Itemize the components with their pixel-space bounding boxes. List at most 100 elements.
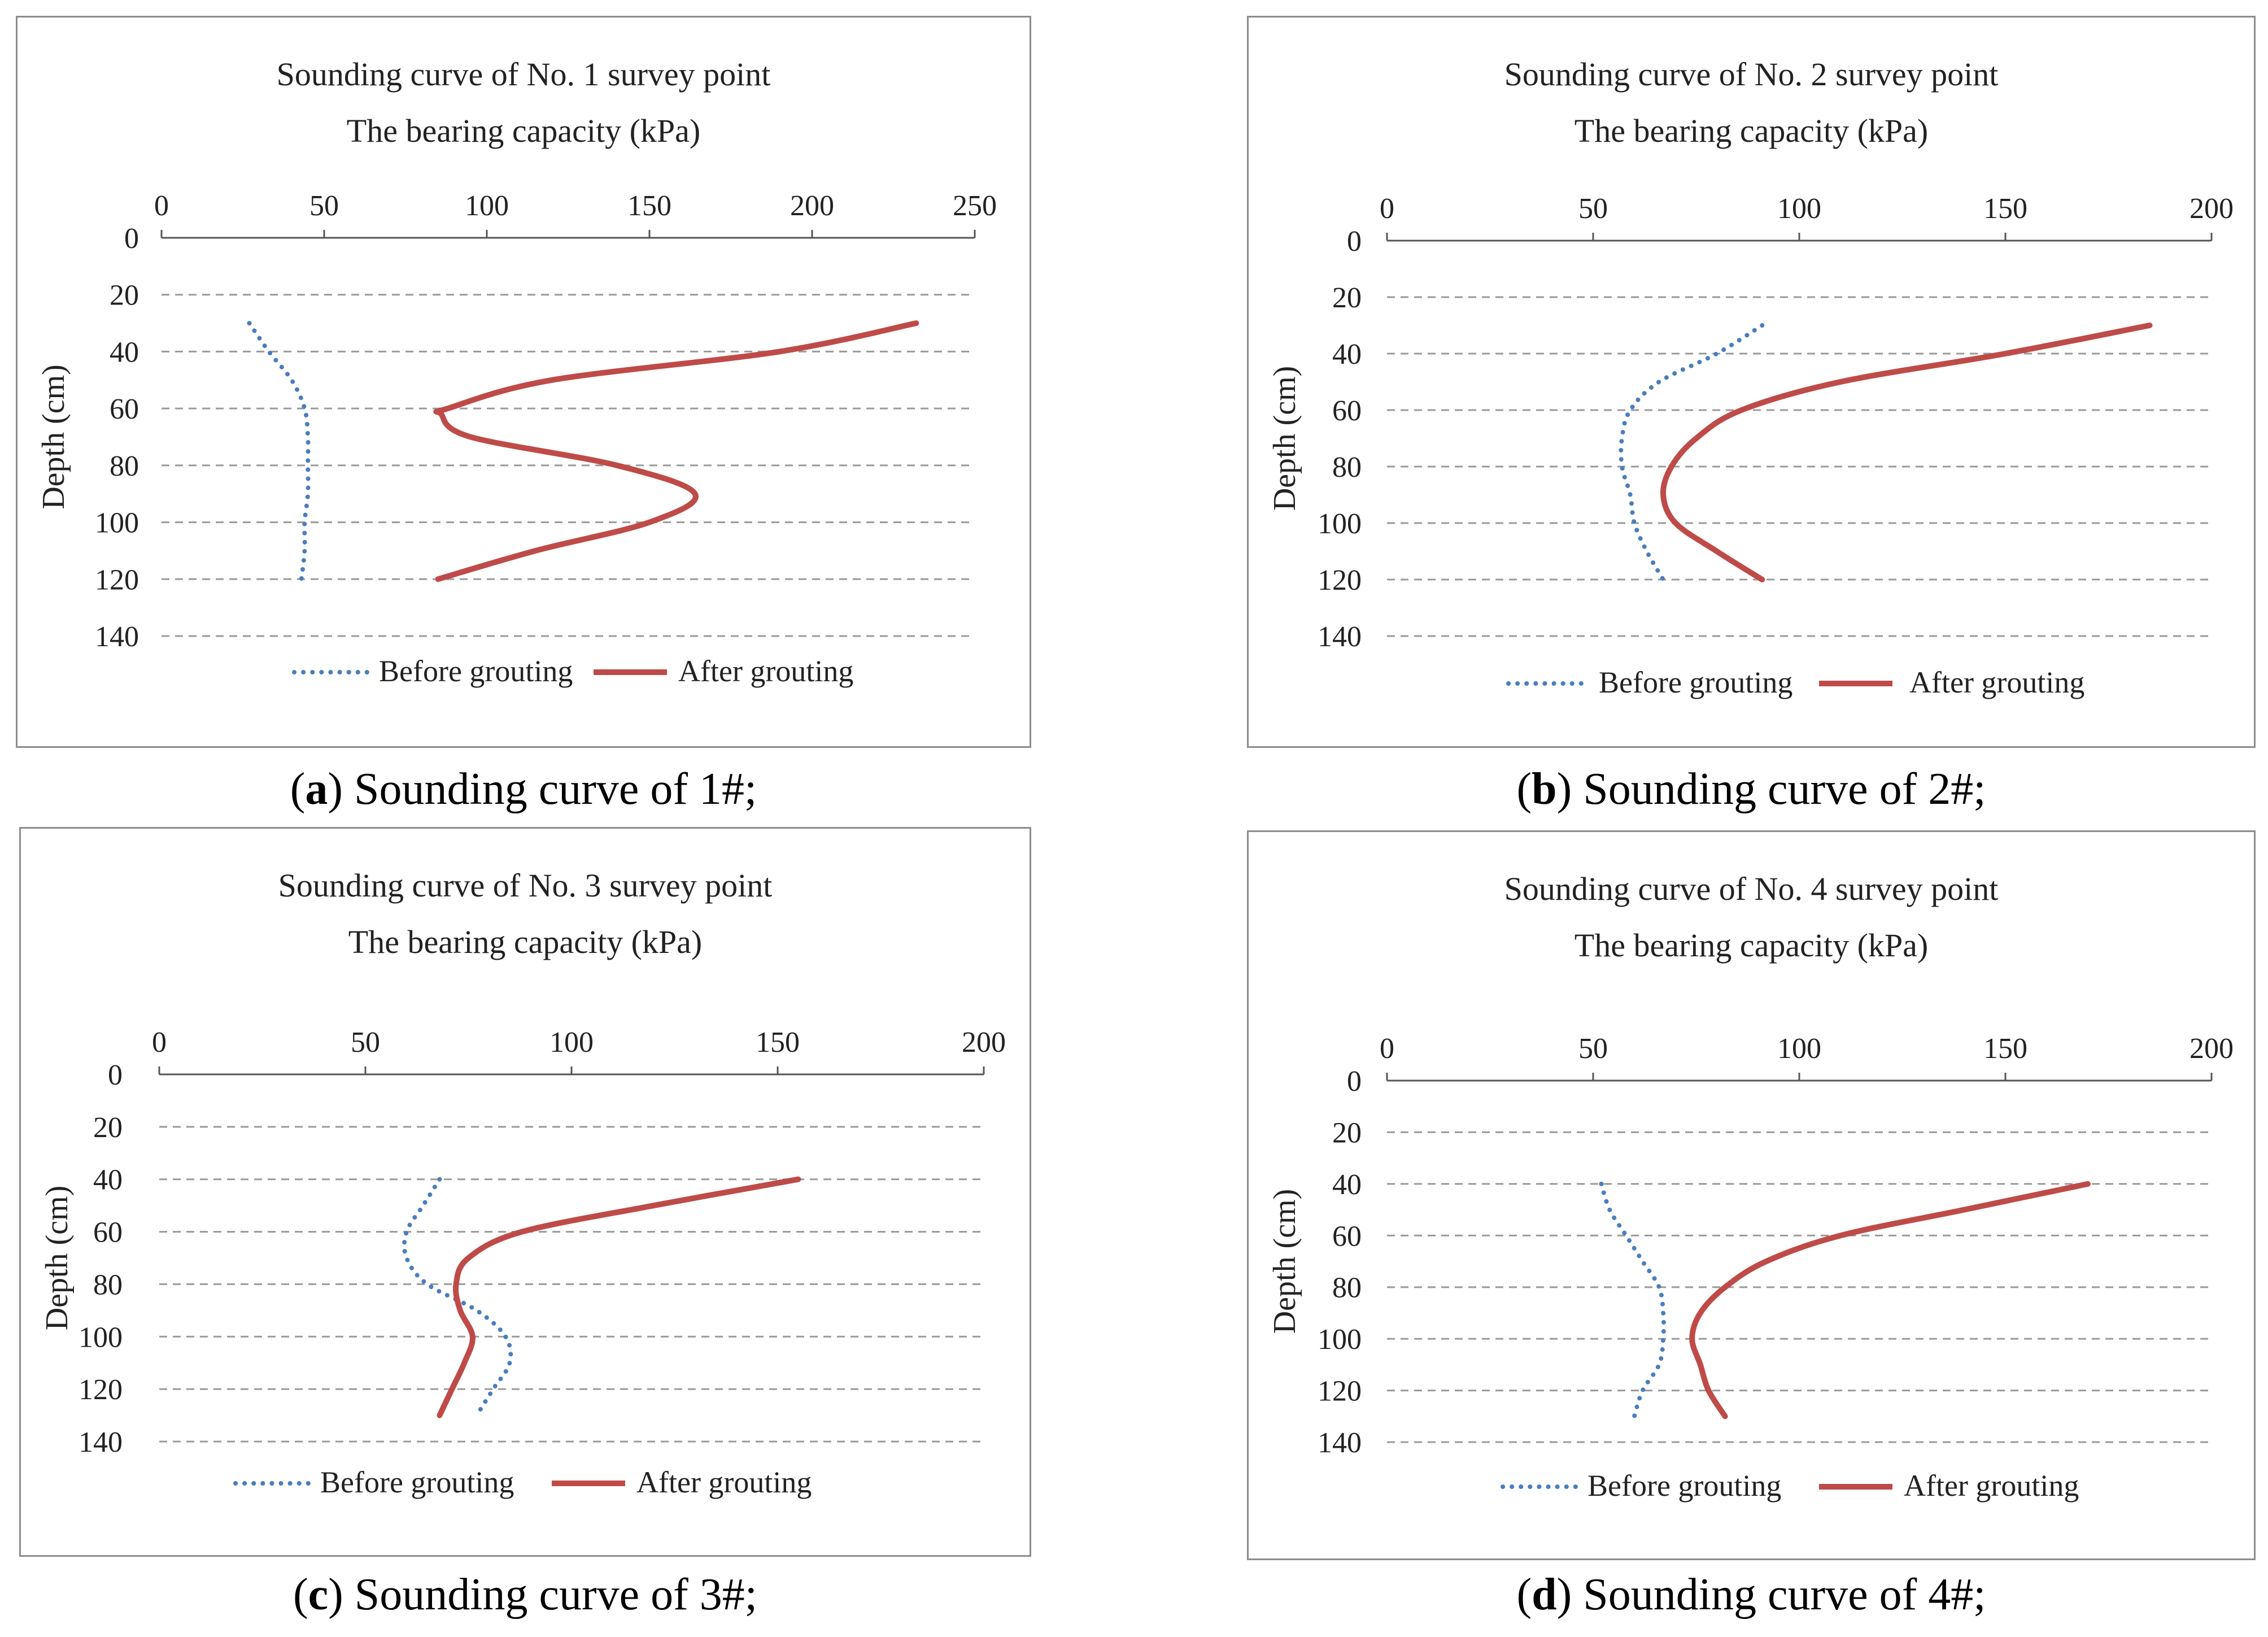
x-tick-label: 100 [549, 1026, 594, 1059]
caption-letter: d [1532, 1570, 1557, 1619]
x-tick-label: 0 [154, 190, 169, 222]
y-tick-label: 40 [1332, 338, 1362, 371]
y-tick-label: 80 [1332, 451, 1362, 484]
y-tick-label: 40 [93, 1164, 123, 1196]
x-tick-label: 200 [790, 190, 834, 222]
y-axis-label: Depth (cm) [40, 1186, 75, 1331]
y-tick-label: 20 [110, 280, 139, 312]
chart-title: Sounding curve of No. 1 survey point [277, 56, 771, 93]
x-tick-label: 50 [1578, 193, 1608, 225]
x-tick-label: 250 [953, 190, 997, 222]
x-tick-label: 200 [2190, 193, 2234, 225]
chart-panel-3: Sounding curve of No. 3 survey point The … [19, 827, 1031, 1557]
x-tick-label: 0 [1380, 193, 1394, 225]
x-tick-label: 150 [627, 190, 671, 222]
chart-title: Sounding curve of No. 2 survey point [1504, 56, 1999, 93]
y-tick-label: 100 [78, 1321, 123, 1353]
y-tick-label: 0 [1347, 1065, 1362, 1098]
before-grouting-line [1599, 1181, 1666, 1419]
caption-letter: a [305, 764, 328, 814]
x-tick-label: 50 [309, 190, 339, 222]
legend-label-after: After grouting [636, 1465, 812, 1499]
before-grouting-line [1619, 323, 1765, 582]
chart-svg-1: Sounding curve of No. 1 survey point The … [36, 56, 997, 688]
x-tick-label: 150 [1983, 1033, 2027, 1065]
chart-title: Sounding curve of No. 4 survey point [1504, 870, 1999, 907]
y-tick-label: 60 [93, 1217, 123, 1249]
after-grouting-line [433, 320, 919, 582]
y-axis-label: Depth (cm) [36, 364, 71, 510]
chart-title: Sounding curve of No. 3 survey point [278, 867, 773, 904]
caption-text: Sounding curve of 3#; [343, 1570, 758, 1619]
y-tick-label: 100 [95, 507, 139, 539]
x-tick-label: 100 [465, 190, 509, 222]
y-tick-label: 140 [95, 621, 139, 653]
y-tick-label: 0 [1347, 225, 1362, 258]
after-grouting-line [1660, 323, 2153, 582]
y-tick-label: 20 [1332, 282, 1362, 314]
caption-letter: b [1532, 764, 1557, 814]
chart-subtitle: The bearing capacity (kPa) [348, 924, 702, 960]
caption-4: (d) Sounding curve of 4#; [1516, 1570, 1986, 1619]
caption-text: Sounding curve of 4#; [1572, 1570, 1986, 1619]
x-tick-label: 50 [351, 1026, 380, 1059]
legend-label-before: Before grouting [1587, 1469, 1781, 1503]
legend-label-before: Before grouting [1599, 665, 1792, 699]
y-tick-label: 60 [1332, 395, 1362, 427]
legend-label-before: Before grouting [379, 654, 573, 688]
caption-text: Sounding curve of 1#; [343, 764, 757, 814]
chart-panel-4: Sounding curve of No. 4 survey point The … [1247, 830, 2256, 1560]
x-tick-label: 150 [756, 1026, 800, 1059]
after-grouting-line [1689, 1181, 2091, 1420]
caption-1: (a) Sounding curve of 1#; [290, 764, 757, 814]
chart-svg-3: Sounding curve of No. 3 survey point The … [40, 867, 1006, 1499]
y-tick-label: 120 [95, 564, 139, 596]
y-tick-label: 120 [1318, 564, 1362, 597]
y-axis-label: Depth (cm) [1267, 366, 1302, 511]
y-tick-label: 140 [78, 1426, 123, 1459]
x-tick-label: 50 [1578, 1033, 1608, 1065]
y-tick-label: 20 [1332, 1117, 1362, 1149]
y-tick-label: 0 [124, 223, 139, 255]
x-tick-label: 200 [962, 1026, 1006, 1059]
chart-svg-2: Sounding curve of No. 2 survey point The … [1267, 56, 2234, 699]
x-tick-label: 200 [2190, 1033, 2234, 1065]
y-tick-label: 20 [93, 1112, 123, 1144]
x-tick-label: 0 [1380, 1033, 1394, 1065]
y-tick-label: 40 [1332, 1169, 1362, 1201]
chart-subtitle: The bearing capacity (kPa) [1574, 112, 1928, 149]
before-grouting-line [247, 321, 311, 582]
caption-letter: c [308, 1570, 329, 1619]
y-tick-label: 80 [93, 1269, 123, 1301]
caption-2: (b) Sounding curve of 2#; [1516, 764, 1986, 814]
y-tick-label: 80 [110, 450, 139, 482]
y-tick-label: 100 [1318, 1323, 1362, 1356]
chart-subtitle: The bearing capacity (kPa) [1574, 927, 1928, 964]
legend-label-after: After grouting [678, 654, 853, 688]
after-grouting-line [437, 1176, 801, 1418]
y-axis-label: Depth (cm) [1267, 1189, 1302, 1334]
y-tick-label: 120 [78, 1374, 123, 1406]
y-tick-label: 60 [1332, 1220, 1362, 1252]
chart-subtitle: The bearing capacity (kPa) [347, 112, 700, 149]
x-tick-label: 100 [1777, 1033, 1821, 1065]
y-tick-label: 0 [108, 1059, 123, 1091]
x-tick-label: 150 [1983, 193, 2027, 225]
caption-3: (c) Sounding curve of 3#; [293, 1570, 758, 1619]
chart-svg-4: Sounding curve of No. 4 survey point The … [1267, 870, 2234, 1503]
chart-panel-2: Sounding curve of No. 2 survey point The … [1247, 16, 2256, 748]
y-tick-label: 100 [1318, 508, 1362, 540]
legend-label-after: After grouting [1909, 665, 2084, 699]
x-tick-label: 100 [1777, 193, 1821, 225]
x-tick-label: 0 [152, 1026, 167, 1059]
legend-label-after: After grouting [1904, 1469, 2079, 1503]
chart-panel-1: Sounding curve of No. 1 survey point The … [16, 16, 1031, 748]
legend-label-before: Before grouting [320, 1465, 514, 1499]
y-tick-label: 140 [1318, 1427, 1362, 1459]
caption-text: Sounding curve of 2#; [1572, 764, 1986, 814]
y-tick-label: 140 [1318, 621, 1362, 653]
y-tick-label: 120 [1318, 1375, 1362, 1408]
y-tick-label: 40 [110, 336, 139, 368]
y-tick-label: 60 [110, 393, 139, 425]
y-tick-label: 80 [1332, 1272, 1362, 1304]
